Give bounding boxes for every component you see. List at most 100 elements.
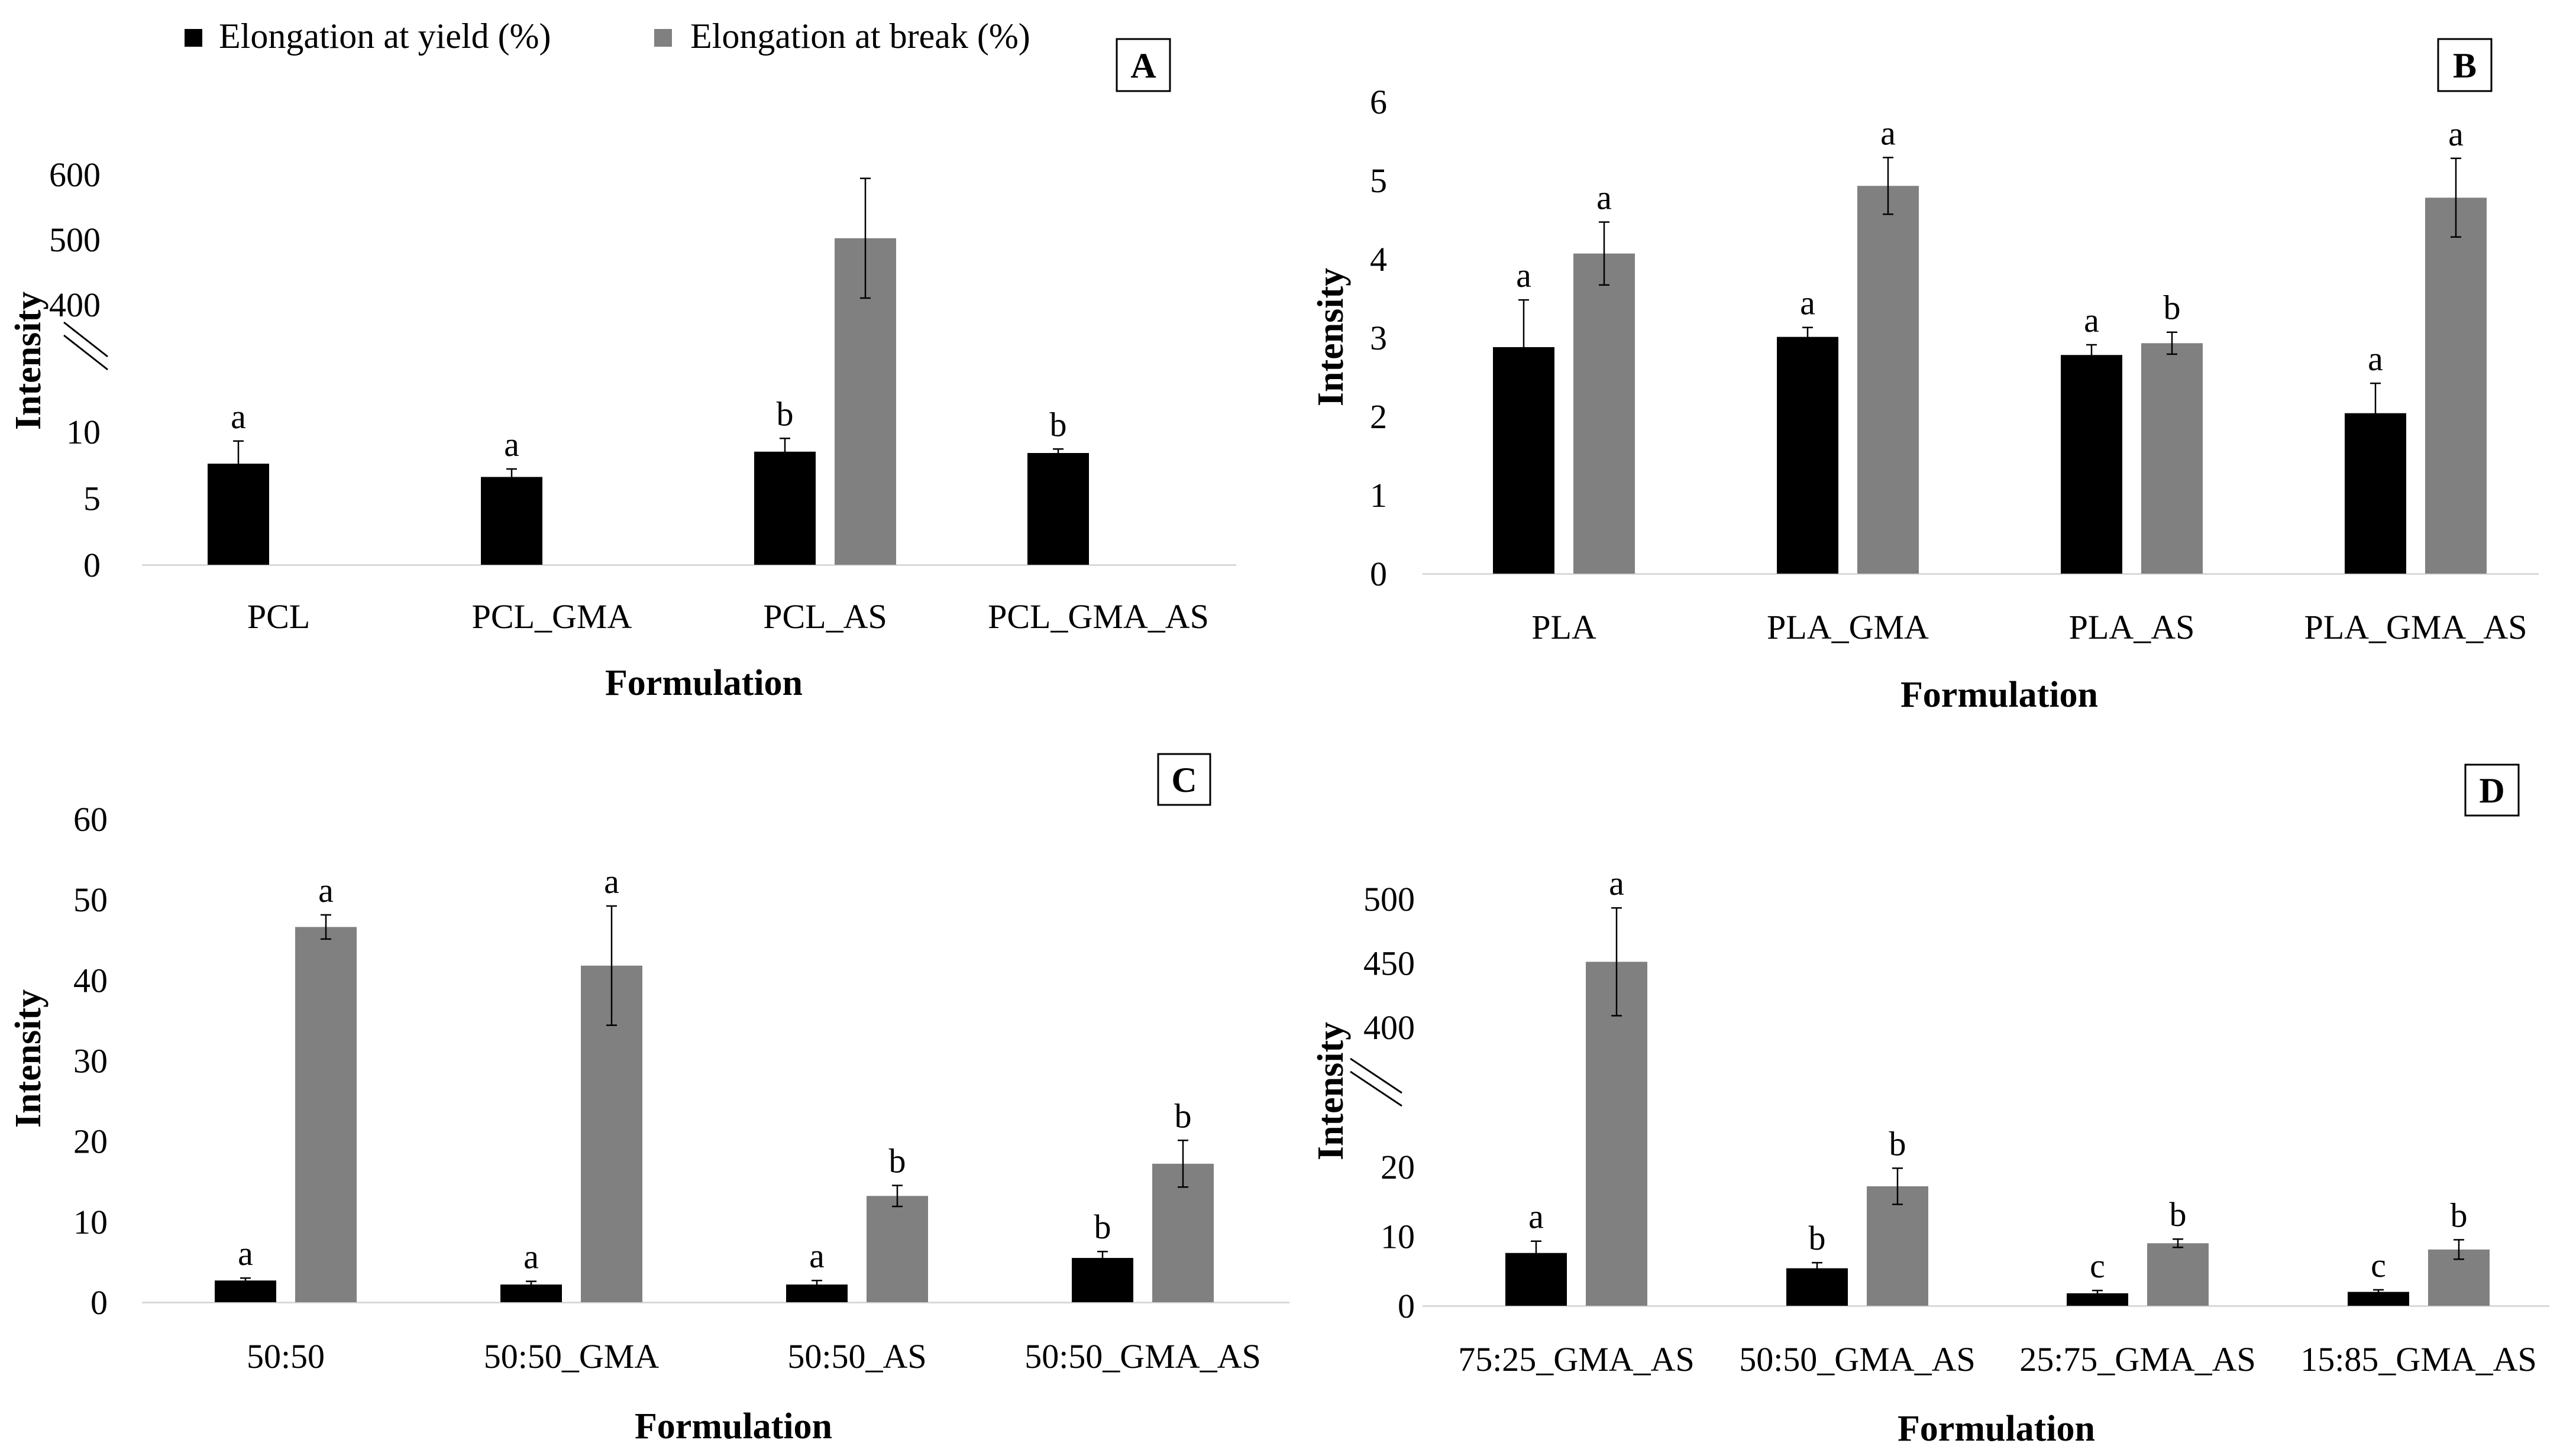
- panel-c-x-tick-label: 50:50_GMA_AS: [1024, 1337, 1261, 1376]
- panel-d-significance-letter: a: [1609, 864, 1624, 902]
- panel-d-y-tick-label: 400: [1363, 1008, 1415, 1047]
- panel-d-significance-letter: b: [1889, 1124, 1906, 1163]
- panel-b-significance-letter: a: [1596, 178, 1612, 216]
- panel-d-chart: 0 10 20 400 450 500 Intensity a a 75:25_GMA_AS b b 5…: [1311, 763, 2549, 1449]
- panel-a-y-tick-label: 0: [83, 546, 101, 584]
- panel-d-x-tick-label: 50:50_GMA_AS: [1739, 1340, 1976, 1379]
- panel-b-significance-letter: a: [2368, 339, 2383, 378]
- panel-a-x-tick-label: PCL_AS: [763, 597, 887, 636]
- panel-b-bar-yield: [2061, 355, 2122, 574]
- legend-swatch-yield: [185, 29, 202, 47]
- panel-d-y-tick-label: 0: [1398, 1287, 1415, 1325]
- panel-d-bar-break: [2147, 1243, 2209, 1306]
- legend-swatch-break: [654, 29, 672, 47]
- panel-a-bar-yield: [754, 451, 816, 565]
- panel-c-significance-letter: b: [1094, 1208, 1111, 1246]
- panel-c-bar-yield: [215, 1280, 276, 1302]
- panel-a-bar-yield: [481, 477, 542, 565]
- panel-a-label: A: [1130, 46, 1156, 85]
- panel-a-significance-letter: b: [1050, 405, 1067, 444]
- panel-b-bar-break: [2425, 198, 2487, 574]
- panel-d-y-tick-label: 450: [1363, 944, 1415, 983]
- panel-c-significance-letter: b: [889, 1142, 906, 1180]
- panel-b-significance-letter: a: [2084, 301, 2099, 339]
- panel-b-bar-break: [1573, 253, 1635, 574]
- panel-c-significance-letter: a: [318, 871, 334, 910]
- panel-b-y-tick-label: 6: [1370, 83, 1387, 121]
- legend: Elongation at yield (%) Elongation at br…: [185, 17, 1030, 56]
- panel-d-y-tick-label: 10: [1381, 1218, 1415, 1256]
- panel-c-bar-break: [867, 1196, 928, 1302]
- panel-c-y-tick-label: 50: [73, 881, 108, 919]
- panel-a-y-tick-label: 10: [66, 413, 101, 451]
- panel-b-chart: 0 1 2 3 4 5 6 Intensity a a PLA a a PLA_GMA a b PLA_AS a a…: [1311, 38, 2539, 715]
- legend-label-break: Elongation at break (%): [690, 17, 1030, 56]
- panel-d-x-axis-label: Formulation: [1898, 1409, 2095, 1449]
- panel-b-bar-break: [2141, 343, 2203, 574]
- panel-a-significance-letter: a: [231, 397, 246, 436]
- panel-b-x-tick-label: PLA_GMA_AS: [2304, 608, 2527, 646]
- panel-a-axis-break-mark: [63, 334, 108, 371]
- panel-d-y-axis-label: Intensity: [1311, 1022, 1351, 1160]
- panel-d-bar-break: [1586, 962, 1647, 1306]
- panel-d-y-tick-label: 20: [1381, 1148, 1415, 1186]
- panel-d-bar-break: [1867, 1186, 1928, 1306]
- panel-c-y-axis-label: Intensity: [8, 989, 49, 1128]
- panel-b-y-axis-label: Intensity: [1311, 268, 1351, 406]
- panel-a-significance-letter: a: [504, 425, 519, 464]
- panel-a-x-tick-label: PCL: [247, 597, 310, 636]
- panel-b-label-box: [2437, 38, 2493, 92]
- panel-a-x-tick-label: PCL_GMA_AS: [988, 597, 1209, 636]
- panel-b-significance-letter: a: [1880, 114, 1896, 152]
- panel-c-significance-letter: a: [238, 1234, 253, 1273]
- panel-d-significance-letter: b: [1809, 1219, 1826, 1257]
- panel-b-y-tick-label: 2: [1370, 397, 1387, 436]
- panel-d-x-tick-label: 75:25_GMA_AS: [1458, 1340, 1695, 1379]
- panel-b-y-tick-label: 5: [1370, 161, 1387, 200]
- legend-label-yield: Elongation at yield (%): [219, 17, 551, 56]
- panel-c-significance-letter: a: [523, 1238, 539, 1276]
- panel-b-y-tick-label: 1: [1370, 476, 1387, 515]
- panel-a-y-tick-label: 600: [49, 156, 101, 194]
- panel-b-bar-break: [1857, 186, 1919, 574]
- panel-d-significance-letter: a: [1528, 1198, 1544, 1236]
- panel-c-x-axis-label: Formulation: [635, 1406, 832, 1447]
- panel-b-y-tick-label: 3: [1370, 319, 1387, 357]
- panel-a-y-axis-label: Intensity: [8, 292, 49, 430]
- panel-c-y-tick-label: 0: [90, 1283, 108, 1322]
- panel-c-label-box: [1157, 753, 1211, 806]
- panel-b-significance-letter: a: [1516, 256, 1531, 295]
- panel-b-y-tick-label: 0: [1370, 555, 1387, 593]
- panel-b-bar-yield: [1777, 337, 1838, 574]
- panel-c-significance-letter: a: [809, 1237, 825, 1275]
- panel-c-significance-letter: b: [1175, 1096, 1192, 1135]
- panel-b-x-tick-label: PLA: [1531, 608, 1596, 646]
- panel-c-x-tick-label: 50:50_AS: [787, 1337, 926, 1376]
- panel-a-y-tick-label: 5: [83, 480, 101, 518]
- panel-c-x-tick-label: 50:50: [247, 1337, 325, 1376]
- panel-c-x-tick-label: 50:50_GMA: [484, 1337, 660, 1376]
- panel-d-x-tick-label: 15:85_GMA_AS: [2300, 1340, 2537, 1379]
- panel-c-y-tick-label: 40: [73, 961, 108, 999]
- panel-a-significance-letter: b: [777, 394, 794, 433]
- panel-d-bar-yield: [2067, 1293, 2128, 1306]
- panel-d-label: D: [2479, 771, 2504, 810]
- panel-d-significance-letter: c: [2090, 1247, 2105, 1285]
- panel-b-significance-letter: a: [2448, 115, 2464, 153]
- panel-c-y-tick-label: 30: [73, 1042, 108, 1080]
- panel-d-axis-break-mark: [1350, 1057, 1402, 1094]
- panel-a-chart: 0 5 10 400 500 600 Intensity a PCL a PCL_GMA b PCL_A…: [8, 38, 1236, 703]
- panel-a-axis-break-mark: [63, 321, 108, 358]
- panel-d-bar-yield: [2348, 1292, 2409, 1306]
- panel-c-bar-break: [295, 927, 357, 1302]
- panel-c-label: C: [1171, 761, 1197, 800]
- panel-c-bar-yield: [1072, 1258, 1133, 1302]
- panel-a-x-tick-label: PCL_GMA: [472, 597, 632, 636]
- panel-d-y-tick-label: 500: [1363, 880, 1415, 918]
- panel-c-y-tick-label: 20: [73, 1122, 108, 1161]
- panel-a-y-tick-label: 500: [49, 221, 101, 259]
- panel-d-significance-letter: c: [2371, 1246, 2386, 1284]
- panel-d-axis-break-mark: [1350, 1070, 1402, 1107]
- panel-a-y-tick-label: 400: [49, 286, 101, 324]
